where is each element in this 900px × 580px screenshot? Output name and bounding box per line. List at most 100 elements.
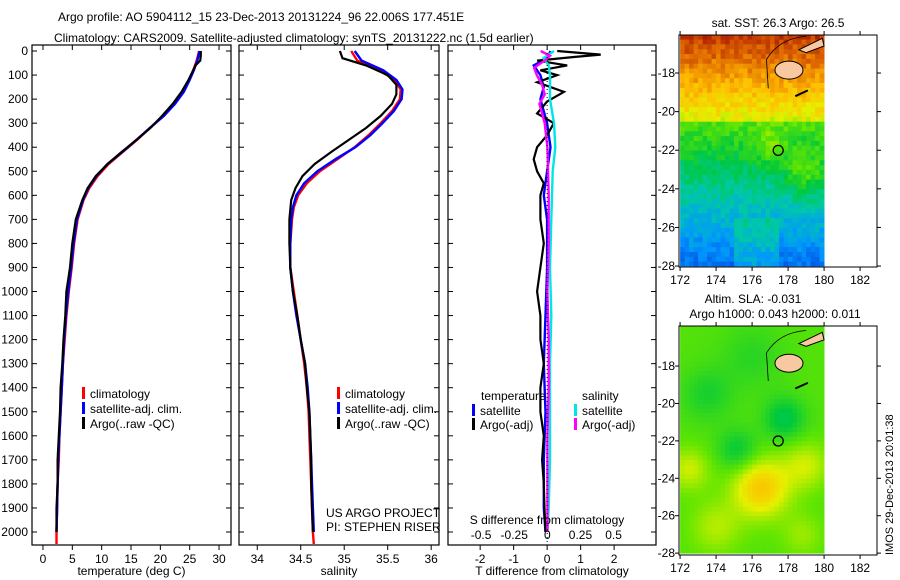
map-cell (792, 459, 798, 465)
map-cell (788, 342, 793, 348)
map-cell (797, 497, 802, 503)
map-cell (720, 403, 726, 409)
y-tick-label: 300 (8, 116, 28, 130)
map-cell (693, 520, 699, 526)
map-cell (716, 130, 721, 137)
map-cell (761, 213, 766, 219)
map-cell (707, 82, 712, 88)
map-cell (801, 338, 807, 344)
map-cell (756, 417, 762, 423)
map-cell (783, 478, 789, 484)
map-cell (806, 256, 811, 262)
map-cell (756, 468, 762, 474)
map-cell (729, 39, 735, 45)
map-cell (819, 506, 825, 512)
map-cell (716, 97, 721, 103)
map-cell (684, 179, 690, 185)
map-cell (707, 478, 712, 484)
map-cell (702, 193, 708, 199)
map-cell (716, 164, 721, 170)
map-cell (797, 213, 802, 219)
map-cell (774, 347, 780, 353)
map-cell (756, 39, 762, 45)
map-cell (698, 445, 703, 451)
map-cell (684, 126, 690, 132)
map-cell (711, 492, 717, 498)
map-cell (761, 102, 766, 108)
map-cell (797, 261, 802, 267)
map-cell (797, 478, 802, 484)
map-cell (689, 251, 694, 257)
map-cell (792, 398, 798, 404)
map-cell (774, 135, 780, 141)
map-cell (729, 338, 735, 344)
map-cell (770, 356, 775, 362)
map-cell (689, 68, 694, 74)
map-cell (806, 328, 811, 334)
map-cell (743, 237, 748, 243)
map-cell (801, 333, 807, 339)
map-cell (693, 73, 699, 79)
map-cell (725, 525, 730, 531)
map-cell (711, 63, 717, 69)
map-cell (779, 140, 784, 146)
map-cell (756, 529, 762, 535)
map-cell (792, 539, 798, 545)
map-cell (756, 412, 762, 418)
map-cell (797, 464, 802, 470)
map-cell (716, 48, 721, 55)
y-tick-label: 600 (8, 188, 28, 202)
map-cell (765, 39, 771, 45)
map-cell (792, 179, 798, 185)
map-cell (734, 73, 739, 79)
map-cell (774, 487, 780, 493)
map-cell (810, 208, 816, 214)
map-cell (761, 440, 766, 446)
map-cell (815, 422, 820, 428)
map-cell (707, 352, 712, 358)
map-cell (770, 82, 775, 88)
map-cell (810, 534, 816, 540)
map-cell (680, 450, 685, 456)
map-cell (698, 48, 703, 55)
map-cell (779, 111, 784, 117)
map-cell (770, 111, 775, 117)
map-cell (693, 102, 699, 108)
map-cell (819, 135, 825, 141)
map-cell (779, 347, 784, 353)
map-cell (779, 431, 784, 437)
map-cell (815, 440, 820, 446)
map-cell (707, 222, 712, 228)
map-cell (756, 188, 762, 194)
map-cell (801, 394, 807, 400)
map-cell (783, 384, 789, 390)
map-cell (770, 193, 775, 199)
map-cell (693, 251, 699, 257)
map-cell (707, 44, 712, 50)
map-cell (698, 543, 703, 549)
land-viti-levu (774, 353, 804, 373)
map-cell (819, 198, 825, 204)
map-cell (819, 53, 825, 59)
map-cell (788, 227, 793, 233)
map-cell (680, 539, 685, 545)
map-cell (770, 39, 775, 45)
map-cell (734, 179, 739, 185)
map-cell (716, 232, 721, 238)
map-cell (783, 454, 789, 460)
map-cell (743, 534, 748, 540)
map-cell (747, 246, 753, 252)
map-cell (815, 326, 820, 329)
map-cell (707, 403, 712, 409)
map-cell (765, 193, 771, 199)
map-cell (738, 140, 744, 146)
map-cell (810, 261, 816, 267)
map-cell (720, 347, 726, 353)
legend-label: Argo(-adj) (582, 418, 635, 432)
map-cell (819, 193, 825, 199)
map-cell (770, 145, 775, 151)
map-cell (720, 534, 726, 540)
map-cell (788, 155, 793, 161)
map-cell (788, 417, 793, 423)
y-tick-label: 200 (8, 92, 28, 106)
